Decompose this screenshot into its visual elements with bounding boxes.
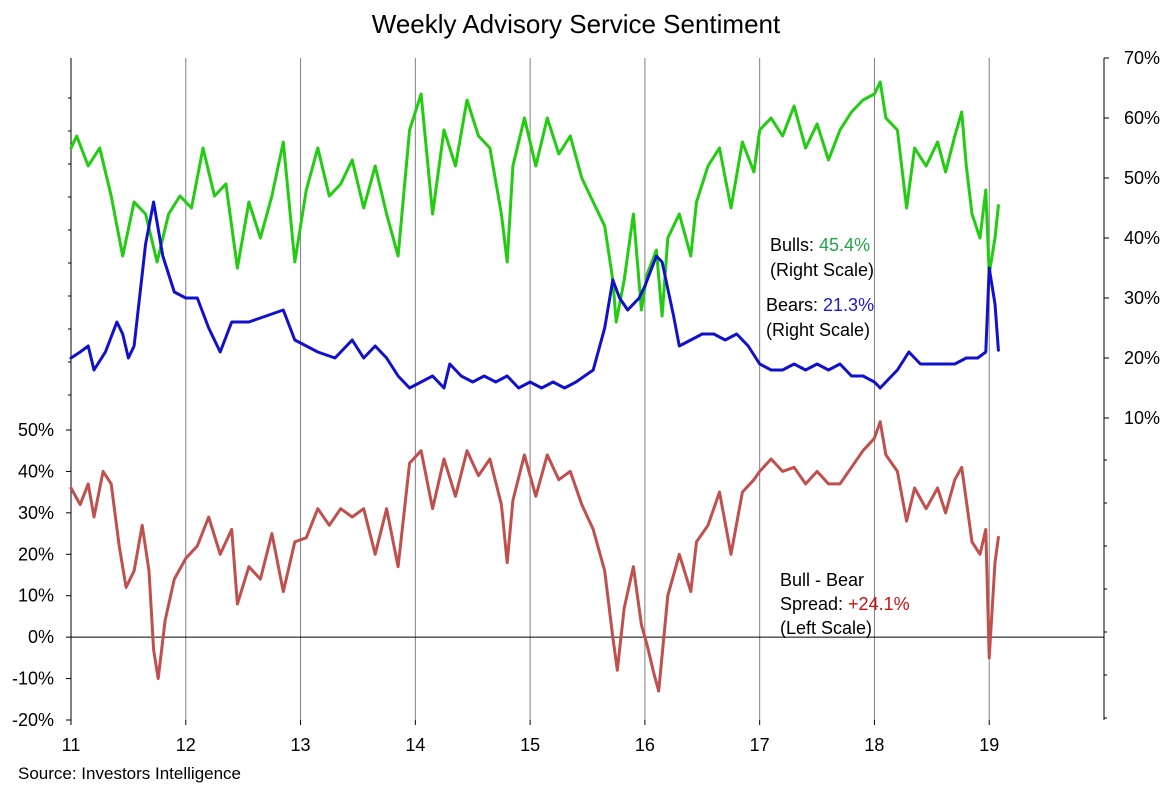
left-tick-label: 40% xyxy=(18,461,54,481)
bears-annotation-label: Bears: xyxy=(766,295,823,315)
bulls-annotation: Bulls: 45.4% (Right Scale) xyxy=(770,235,874,280)
x-tick-label: 18 xyxy=(864,735,884,755)
x-tick-label: 15 xyxy=(520,735,540,755)
right-tick-label: 40% xyxy=(1124,228,1160,248)
left-tick-label: 30% xyxy=(18,503,54,523)
x-tick-label: 19 xyxy=(979,735,999,755)
source-note: Source: Investors Intelligence xyxy=(18,764,241,783)
left-tick-label: -10% xyxy=(12,669,54,689)
right-tick-label: 10% xyxy=(1124,408,1160,428)
x-tick-label: 14 xyxy=(405,735,425,755)
left-tick-label: 50% xyxy=(18,420,54,440)
x-tick-label: 13 xyxy=(291,735,311,755)
left-tick-label: 20% xyxy=(18,544,54,564)
series-layer xyxy=(69,80,1000,693)
spread-annotation: Bull - Bear Spread: +24.1% (Left Scale) xyxy=(780,570,910,638)
bears-annotation: Bears: 21.3% (Right Scale) xyxy=(766,295,874,340)
bulls-line xyxy=(69,80,1000,324)
bears-line xyxy=(69,200,1000,390)
x-tick-label: 11 xyxy=(62,735,81,755)
axis-layer: -20% -10% 0% 10% 20% 30% 40% 50% 10% 20% 30% 40% 50%… xyxy=(12,48,1160,755)
right-tick-label: 60% xyxy=(1124,108,1160,128)
x-tick-label: 16 xyxy=(635,735,655,755)
x-tick-label: 12 xyxy=(176,735,196,755)
bears-annotation-value: 21.3% xyxy=(823,295,874,315)
right-tick-label: 20% xyxy=(1124,348,1160,368)
spread-annotation-scale: (Left Scale) xyxy=(780,618,872,638)
bears-annotation-line1: Bears: 21.3% xyxy=(766,295,874,315)
grid-layer xyxy=(185,58,990,720)
right-tick-label: 70% xyxy=(1124,48,1160,68)
left-tick-label: -20% xyxy=(12,710,54,730)
bulls-annotation-label: Bulls: xyxy=(770,235,819,255)
spread-annotation-line1: Bull - Bear xyxy=(780,570,864,590)
x-tick-label: 17 xyxy=(750,735,770,755)
bulls-annotation-scale: (Right Scale) xyxy=(770,260,874,280)
chart-title: Weekly Advisory Service Sentiment xyxy=(372,9,781,39)
left-tick-label: 0% xyxy=(28,627,54,647)
bears-annotation-scale: (Right Scale) xyxy=(766,320,870,340)
left-tick-label: 10% xyxy=(18,586,54,606)
right-tick-label: 30% xyxy=(1124,288,1160,308)
spread-annotation-line2: Spread: +24.1% xyxy=(780,594,910,614)
spread-line xyxy=(69,420,1000,693)
spread-annotation-value: +24.1% xyxy=(848,594,910,614)
bulls-annotation-line1: Bulls: 45.4% xyxy=(770,235,870,255)
spread-annotation-label: Spread: xyxy=(780,594,848,614)
right-tick-label: 50% xyxy=(1124,168,1160,188)
bulls-annotation-value: 45.4% xyxy=(819,235,870,255)
